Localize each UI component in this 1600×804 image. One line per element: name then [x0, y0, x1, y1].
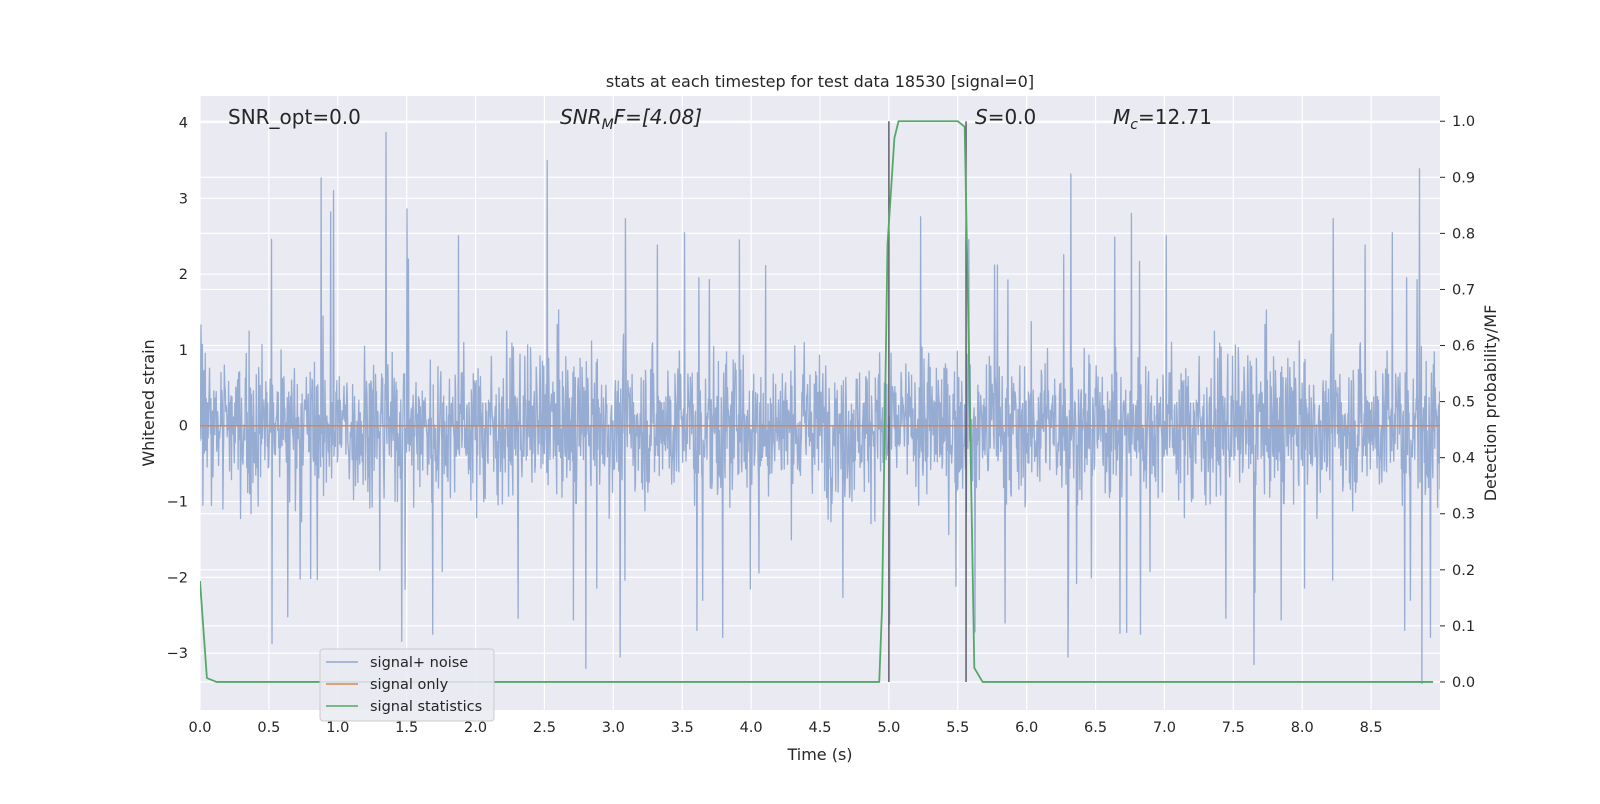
y-right-tick-label: 0.2	[1452, 563, 1475, 579]
y-left-tick-label: −1	[167, 495, 188, 511]
x-tick-label: 3.5	[671, 720, 694, 736]
legend-label-signal-noise: signal+ noise	[370, 655, 468, 671]
snr-mf-tail: F=[4.08]	[614, 105, 702, 129]
x-tick-label: 4.0	[740, 720, 763, 736]
y-left-tick-label: 3	[179, 191, 188, 207]
y-right-tick-label: 0.1	[1452, 619, 1475, 635]
x-tick-label: 2.0	[464, 720, 487, 736]
x-tick-label: 0.0	[188, 720, 211, 736]
y-left-tick-label: 1	[179, 343, 188, 359]
y-axis-label-right: Detection probability/MF	[1481, 305, 1500, 502]
x-tick-label: 1.5	[395, 720, 418, 736]
legend-label-signal-statistics: signal statistics	[370, 699, 482, 715]
annotation-s: S=0.0	[975, 105, 1036, 129]
x-axis-label: Time (s)	[786, 745, 852, 764]
snr-mf-main: SNR	[560, 105, 602, 129]
x-tick-label: 4.5	[808, 720, 831, 736]
y-left-tick-label: −2	[167, 570, 188, 586]
chart-title: stats at each timestep for test data 185…	[606, 72, 1034, 91]
series-layer	[200, 120, 1440, 685]
x-tick-label: 7.0	[1153, 720, 1176, 736]
s-tail: =0.0	[988, 105, 1037, 129]
annotation-mc: Mc=12.71	[1113, 105, 1212, 133]
y-right-tick-label: 0.7	[1452, 282, 1475, 298]
mc-tail: =12.71	[1138, 105, 1212, 129]
y-left-tick-label: 4	[179, 116, 188, 132]
series-signal-statistics	[200, 120, 1434, 683]
x-tick-label: 8.0	[1291, 720, 1314, 736]
y-right-tick-label: 0.0	[1452, 675, 1475, 691]
s-main: S	[975, 105, 988, 129]
y-axis-label-left: Whitened strain	[139, 339, 158, 466]
legend-box	[319, 648, 495, 722]
x-tick-label: 5.0	[877, 720, 900, 736]
y-right-tick-label: 0.4	[1452, 451, 1475, 467]
y-right-tick-label: 1.0	[1452, 114, 1475, 130]
x-tick-label: 6.0	[1015, 720, 1038, 736]
y-right-tick-label: 0.8	[1452, 226, 1475, 242]
snr-mf-sub: M	[602, 117, 614, 133]
y-right-tick-label: 0.6	[1452, 339, 1475, 355]
y-ticks-right: 1.0 0.9 0.8 0.7 0.6 0.5 0.4 0.3 0.2 0.1 0.0	[1440, 114, 1475, 691]
x-tick-label: 3.0	[602, 720, 625, 736]
series-signal-noise	[200, 131, 1440, 685]
x-tick-label: 8.5	[1360, 720, 1383, 736]
y-left-tick-label: 0	[179, 419, 188, 435]
x-tick-label: 5.5	[946, 720, 969, 736]
y-right-tick-label: 0.3	[1452, 507, 1475, 523]
x-ticks: 0.0 0.5 1.0 1.5 2.0 2.5 3.0 3.5 4.0 4.5 5.0 5.5 6.0 6…	[188, 720, 1382, 736]
x-tick-label: 7.5	[1222, 720, 1245, 736]
mc-sub: c	[1130, 117, 1138, 133]
annotation-snr-opt: SNR_opt=0.0	[228, 105, 361, 129]
y-left-tick-label: 2	[179, 267, 188, 283]
x-tick-label: 0.5	[257, 720, 280, 736]
y-left-tick-label: −3	[167, 646, 188, 662]
y-ticks-left: 4 3 2 1 0 −1 −2 −3	[167, 116, 188, 663]
y-right-tick-label: 0.9	[1452, 170, 1475, 186]
x-tick-label: 1.0	[326, 720, 349, 736]
mc-main: M	[1113, 105, 1130, 129]
legend: signal+ noise signal only signal statist…	[319, 648, 495, 722]
x-tick-label: 2.5	[533, 720, 556, 736]
legend-label-signal-only: signal only	[370, 677, 449, 693]
x-tick-label: 6.5	[1084, 720, 1107, 736]
annotation-snr-mf: SNRMF=[4.08]	[560, 105, 702, 133]
y-right-tick-label: 0.5	[1452, 395, 1475, 411]
